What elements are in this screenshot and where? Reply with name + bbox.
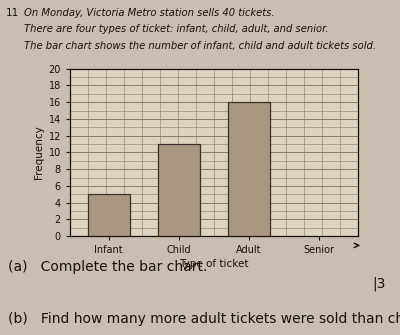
Y-axis label: Frequency: Frequency	[34, 126, 44, 179]
Text: (b)   Find how many more adult tickets were sold than child tickets.: (b) Find how many more adult tickets wer…	[8, 312, 400, 326]
Text: (a)   Complete the bar chart.: (a) Complete the bar chart.	[8, 260, 207, 274]
Text: The bar chart shows the number of infant, child and adult tickets sold.: The bar chart shows the number of infant…	[24, 41, 376, 51]
Text: There are four types of ticket: infant, child, adult, and senior.: There are four types of ticket: infant, …	[24, 24, 328, 35]
Text: On Monday, Victoria Metro station sells 40 tickets.: On Monday, Victoria Metro station sells …	[24, 8, 274, 18]
X-axis label: Type of ticket: Type of ticket	[179, 259, 249, 269]
Bar	[88, 194, 130, 236]
Text: 11: 11	[6, 8, 19, 18]
Text: |3: |3	[372, 276, 385, 291]
Bar	[158, 144, 200, 236]
Bar	[228, 102, 270, 236]
